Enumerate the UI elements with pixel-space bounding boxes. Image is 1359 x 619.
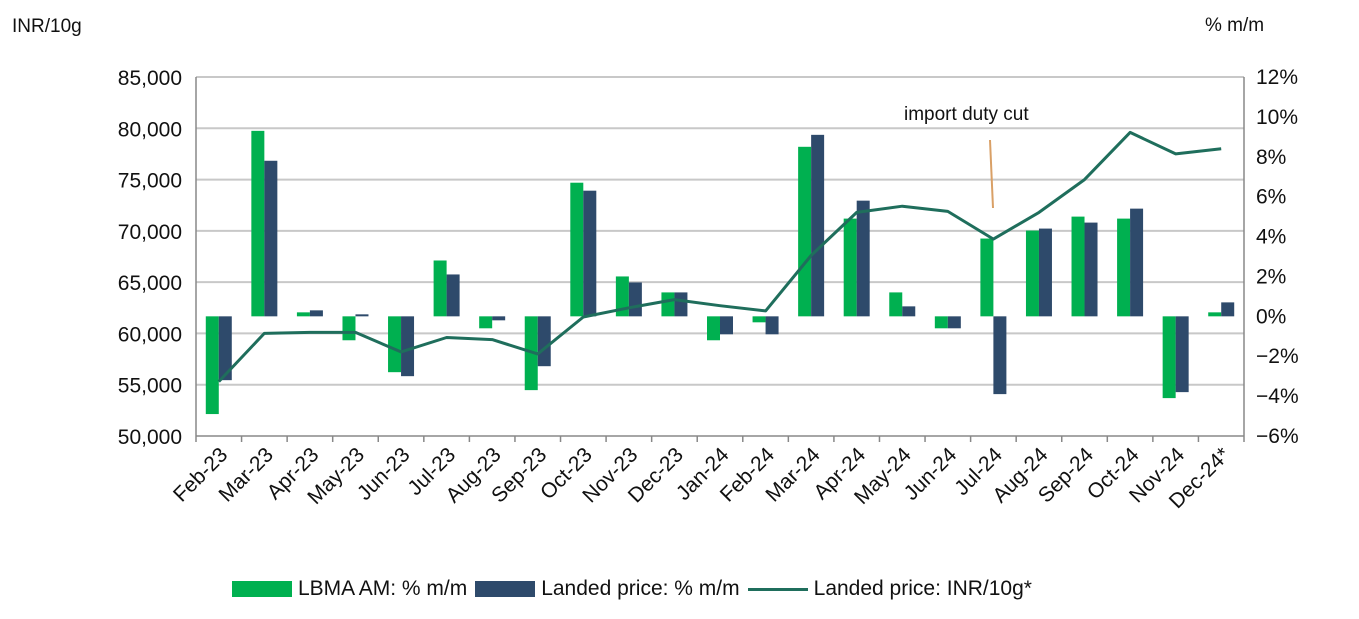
bar-lbma: [1208, 312, 1222, 317]
left-tick-label: 50,000: [118, 426, 182, 449]
bar-lbma: [707, 316, 720, 341]
bar-landed-pct: [309, 310, 323, 317]
legend-line-landed-inr: [747, 587, 808, 591]
bar-landed-pct: [492, 316, 506, 321]
bar-landed-pct: [947, 316, 961, 329]
gridlines: [196, 76, 1244, 386]
left-tick-label: 85,000: [118, 67, 182, 90]
x-tick-label: Jun-24: [900, 443, 962, 505]
legend-item-landed-pct: Landed price: % m/m: [475, 577, 740, 601]
bar-landed-pct: [218, 316, 232, 381]
bar-landed-pct: [583, 190, 597, 317]
bar-landed-pct: [993, 316, 1007, 395]
left-axis-label: INR/10g: [12, 16, 82, 37]
bar-lbma: [1071, 216, 1085, 317]
bar-lbma: [798, 146, 812, 317]
legend-label-lbma: LBMA AM: % m/m: [298, 577, 468, 600]
left-tick-label: 75,000: [118, 170, 182, 193]
line-group: [217, 130, 1222, 383]
bar-landed-pct: [1130, 208, 1144, 317]
series-line-landed-inr: [217, 130, 1222, 383]
bar-lbma: [661, 292, 675, 317]
right-tick-label: 8%: [1256, 146, 1286, 169]
bar-landed-pct: [811, 134, 825, 317]
legend-item-landed-inr: Landed price: INR/10g*: [747, 577, 1032, 601]
legend: LBMA AM: % m/m Landed price: % m/m Lande…: [232, 574, 1040, 604]
bar-lbma: [388, 316, 402, 373]
right-tick-label: 2%: [1256, 265, 1286, 288]
bar-landed-pct: [902, 306, 916, 317]
left-tick-label: 80,000: [118, 118, 182, 141]
legend-swatch-lbma: [232, 581, 292, 597]
bar-landed-pct: [628, 282, 642, 317]
bar-landed-pct: [1221, 302, 1235, 317]
bar-landed-pct: [720, 316, 733, 335]
bar-lbma: [1025, 230, 1039, 317]
left-tick-label: 70,000: [118, 221, 182, 244]
bar-landed-pct: [355, 314, 369, 317]
legend-swatch-landed-pct: [475, 581, 536, 597]
bar-landed-pct: [446, 274, 460, 317]
left-tick-label: 65,000: [118, 272, 182, 295]
bar-lbma: [980, 238, 994, 317]
bar-lbma: [1117, 218, 1131, 317]
bar-lbma: [752, 316, 766, 323]
legend-label-landed-inr: Landed price: INR/10g*: [813, 577, 1032, 600]
bar-lbma: [251, 130, 265, 317]
bar-landed-pct: [264, 160, 278, 317]
right-tick-label: −2%: [1256, 345, 1299, 368]
bar-lbma: [615, 276, 629, 317]
legend-label-landed-pct: Landed price: % m/m: [541, 577, 740, 600]
bar-landed-pct: [401, 316, 415, 377]
right-tick-label: −4%: [1256, 385, 1299, 408]
bars-group: [205, 130, 1235, 415]
bar-lbma: [843, 218, 857, 317]
bar-landed-pct: [765, 316, 779, 335]
left-tick-label: 55,000: [118, 375, 182, 398]
right-tick-label: 0%: [1256, 305, 1286, 328]
left-tick-label: 60,000: [118, 323, 182, 346]
right-tick-label: 4%: [1256, 226, 1286, 249]
right-axis-label: % m/m: [1205, 15, 1264, 36]
bar-lbma: [479, 316, 493, 329]
bar-landed-pct: [1038, 228, 1052, 317]
bar-lbma: [570, 182, 584, 317]
annotation-text: import duty cut: [904, 104, 1029, 125]
x-tick-label: Jun-23: [353, 443, 415, 505]
right-tick-label: 6%: [1256, 186, 1286, 209]
bar-landed-pct: [856, 200, 870, 317]
bar-landed-pct: [1084, 222, 1098, 317]
bar-lbma: [934, 316, 948, 329]
bar-lbma: [1162, 316, 1176, 399]
legend-item-lbma: LBMA AM: % m/m: [232, 577, 467, 601]
annotation-marker: [989, 139, 994, 209]
right-tick-label: 10%: [1256, 106, 1298, 129]
right-tick-label: 12%: [1256, 66, 1298, 89]
bar-landed-pct: [1175, 316, 1189, 393]
bar-lbma: [296, 312, 310, 317]
right-tick-label: −6%: [1256, 425, 1299, 448]
bar-landed-pct: [674, 292, 688, 317]
bar-lbma: [889, 292, 903, 317]
bar-lbma: [433, 260, 447, 317]
bar-lbma: [342, 316, 356, 341]
bar-lbma: [205, 316, 219, 415]
bar-landed-pct: [537, 316, 551, 367]
